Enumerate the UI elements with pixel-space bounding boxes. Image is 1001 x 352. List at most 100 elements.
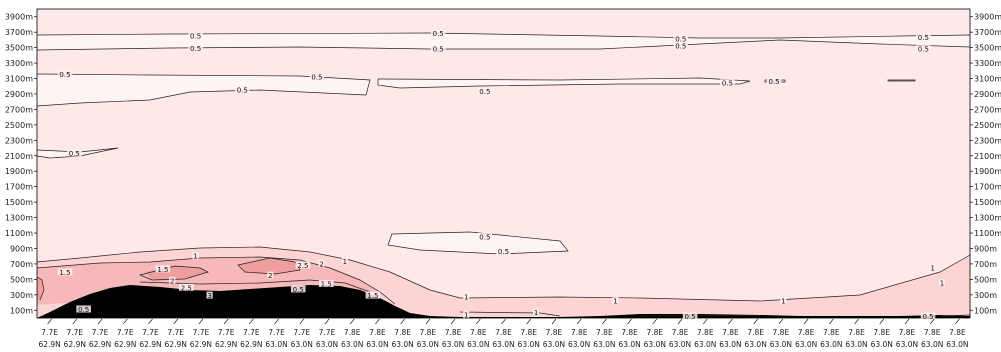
y-tick-label: 2500m <box>974 121 1001 130</box>
wind-arrow <box>47 318 52 325</box>
contour-label-bg <box>780 297 787 305</box>
contour-label: 0.5 <box>311 73 322 81</box>
x-tick-lat: 62.9N <box>165 340 187 349</box>
filled-contours <box>37 9 970 318</box>
contour-line <box>639 314 761 317</box>
wind-arrow <box>299 318 305 325</box>
x-tick-lat: 62.9N <box>139 340 161 349</box>
contour-label-bg <box>57 70 73 78</box>
wind-arrow <box>879 318 885 325</box>
wind-arrow <box>778 318 784 325</box>
contour-label: 0.5 <box>293 286 304 294</box>
y-tick-label: 100m <box>974 306 997 315</box>
contour-label: 0.5 <box>190 45 201 53</box>
contour-label: 1 <box>193 253 197 261</box>
y-tick-label: 900m <box>10 244 33 253</box>
x-tick-lat: 63.0N <box>291 340 313 349</box>
y-tick-label: 2500m <box>5 121 33 130</box>
wind-arrow <box>753 318 758 325</box>
x-tick-lat: 63.0N <box>921 340 943 349</box>
x-tick-lon: 7.7E <box>243 328 260 337</box>
wind-arrow <box>652 318 658 325</box>
y-tick-label: 3900m <box>5 13 33 22</box>
contour-label-bg <box>929 263 936 271</box>
wind-arrow <box>854 318 859 325</box>
y-tick-label: 3700m <box>5 28 33 37</box>
x-tick-lon: 7.7E <box>41 328 58 337</box>
contour-label-bg <box>938 279 946 287</box>
contour-labels: 0.50.50.50.50.50.50.50.50.5 0.50.5 0.50.5 0… <box>57 29 946 321</box>
x-tick-lat: 63.0N <box>492 340 514 349</box>
contour-line <box>138 265 209 281</box>
wind-arrow <box>173 318 178 325</box>
contour-label-bg <box>720 79 735 87</box>
y-tick-label: 900m <box>974 244 997 253</box>
x-tick-lon: 7.7E <box>142 328 159 337</box>
x-tick-lat: 63.0N <box>795 340 817 349</box>
x-tick-lon: 7.8E <box>546 328 563 337</box>
wind-arrow <box>803 318 809 325</box>
contour-label-bg <box>295 261 311 269</box>
contour-label: 1 <box>343 258 347 266</box>
y-tick-label: 3300m <box>974 59 1001 68</box>
contour-label: 3 <box>207 292 211 300</box>
y-tick-label: 1300m <box>5 214 33 223</box>
contour-label-bg <box>766 77 782 85</box>
x-tick-lat: 63.0N <box>417 340 439 349</box>
x-tick-lon: 7.8E <box>394 328 411 337</box>
y-tick-label: 1300m <box>974 214 1001 223</box>
contour-label: 0.5 <box>675 36 686 44</box>
x-tick-lat: 63.0N <box>896 340 918 349</box>
contour-label-bg <box>430 45 446 53</box>
contour-label: 0.5 <box>237 87 248 95</box>
x-tick-lon: 7.8E <box>495 328 512 337</box>
y-tick-label: 500m <box>974 275 997 284</box>
x-tick-lon: 7.7E <box>319 328 336 337</box>
contour-label-bg <box>533 308 540 316</box>
contour-label-bg <box>477 87 493 95</box>
wind-arrow <box>249 318 254 325</box>
x-tick-lat: 63.0N <box>946 340 968 349</box>
y-tick-label: 700m <box>10 260 33 269</box>
x-tick-lat: 63.0N <box>316 340 338 349</box>
x-tick-lon: 7.7E <box>268 328 285 337</box>
contour-label: 1 <box>534 309 538 317</box>
y-tick-label: 100m <box>10 306 33 315</box>
x-tick-lon: 7.8E <box>445 328 462 337</box>
contour-label-bg <box>290 285 306 293</box>
contour-label: 2 <box>170 277 174 285</box>
contour-label: 0.5 <box>69 150 80 158</box>
contour-line <box>36 256 396 305</box>
y-tick-label: 3500m <box>5 44 33 53</box>
contour-label-bg <box>496 247 511 255</box>
contour-line <box>939 314 971 317</box>
x-tick-lat: 63.0N <box>618 340 640 349</box>
low-patch-left <box>37 74 370 106</box>
x-tick-lon: 7.7E <box>193 328 210 337</box>
contour-label-bg <box>192 252 199 260</box>
contour-label: 1.5 <box>157 266 168 274</box>
x-tick-lon: 7.8E <box>722 328 739 337</box>
wind-arrow <box>955 318 960 325</box>
contour-label: 0.5 <box>722 80 733 88</box>
contour-label-bg <box>682 312 698 320</box>
wind-arrow <box>324 318 330 325</box>
wind-arrow <box>72 318 78 325</box>
contour-label: 2 <box>268 272 272 280</box>
contour-label-bg <box>309 72 325 80</box>
contour-label-bg <box>920 312 936 320</box>
contour-label-bg <box>916 33 931 41</box>
y-tick-label: 3900m <box>974 13 1001 22</box>
y-tick-label: 2900m <box>5 90 33 99</box>
y-tick-label: 2300m <box>974 136 1001 145</box>
contour-line <box>459 311 561 317</box>
x-tick-lat: 63.0N <box>770 340 792 349</box>
wind-arrow <box>97 318 103 325</box>
x-tick-lon: 7.7E <box>167 328 184 337</box>
contour-line <box>139 279 371 293</box>
x-tick-lon: 7.8E <box>344 328 361 337</box>
wind-arrow <box>223 318 229 325</box>
wind-arrow <box>349 318 355 325</box>
contour-label: 1.5 <box>59 269 70 277</box>
contour-label: 1 <box>464 311 468 319</box>
